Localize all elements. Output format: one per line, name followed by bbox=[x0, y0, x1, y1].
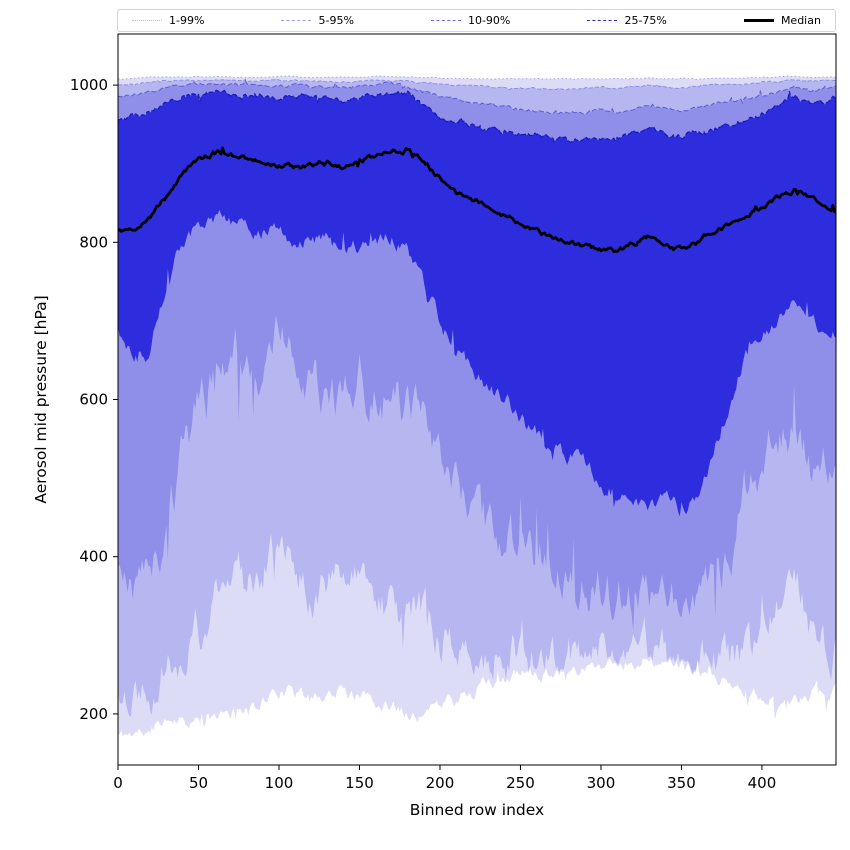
edge-5-95% bbox=[118, 78, 836, 91]
legend-item-25-75-: 25-75% bbox=[587, 14, 667, 27]
x-tick-label: 50 bbox=[189, 774, 208, 792]
x-tick-label: 400 bbox=[748, 774, 777, 792]
legend-line-sample bbox=[430, 20, 461, 21]
legend-label: 5-95% bbox=[318, 14, 354, 27]
legend-line-sample bbox=[743, 19, 774, 22]
band-25-75% bbox=[118, 90, 836, 517]
x-tick-label: 300 bbox=[587, 774, 616, 792]
legend-item-5-95-: 5-95% bbox=[281, 14, 354, 27]
legend: 1-99% 5-95% 10-90% 25-75% Median bbox=[117, 9, 836, 32]
x-tick-label: 350 bbox=[667, 774, 696, 792]
y-tick-label: 800 bbox=[79, 233, 108, 251]
y-axis-label: Aerosol mid pressure [hPa] bbox=[32, 295, 50, 503]
legend-label: 10-90% bbox=[467, 14, 511, 27]
legend-item-1-99-: 1-99% bbox=[132, 14, 204, 27]
x-tick-label: 200 bbox=[426, 774, 455, 792]
y-tick-label: 200 bbox=[79, 705, 108, 723]
edge-10-90% bbox=[118, 79, 836, 115]
x-tick-label: 150 bbox=[345, 774, 374, 792]
legend-item-10-90-: 10-90% bbox=[430, 14, 511, 27]
legend-label: 25-75% bbox=[624, 14, 667, 27]
legend-line-sample bbox=[281, 20, 312, 21]
legend-label: Median bbox=[780, 14, 821, 27]
legend-item-median: Median bbox=[743, 14, 821, 27]
x-axis-label: Binned row index bbox=[410, 801, 544, 819]
edge-1-99% bbox=[118, 75, 836, 80]
y-tick-label: 600 bbox=[79, 391, 108, 409]
legend-line-sample bbox=[587, 20, 618, 21]
median-line bbox=[118, 146, 836, 254]
x-tick-label: 100 bbox=[265, 774, 294, 792]
y-tick-label: 1000 bbox=[70, 76, 108, 94]
x-tick-label: 0 bbox=[113, 774, 123, 792]
x-tick-label: 250 bbox=[506, 774, 535, 792]
y-tick-label: 400 bbox=[79, 548, 108, 566]
edge-25-75% bbox=[118, 89, 836, 144]
legend-line-sample bbox=[132, 20, 162, 21]
legend-label: 1-99% bbox=[169, 14, 205, 27]
